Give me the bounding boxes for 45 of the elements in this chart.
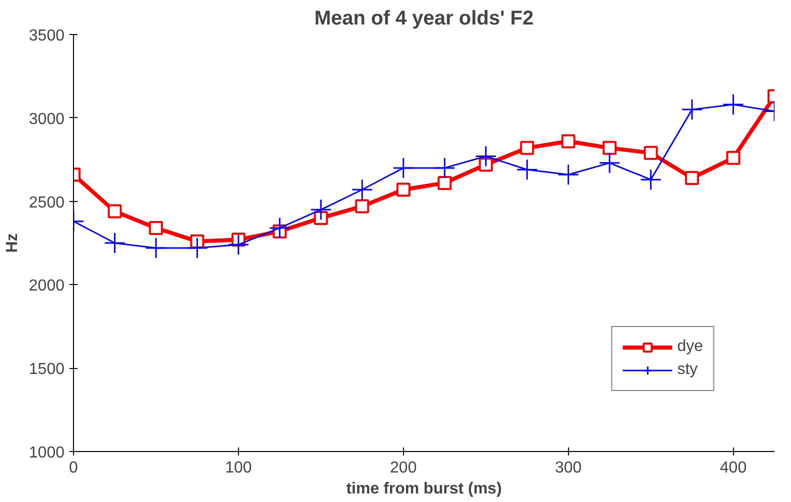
point xyxy=(148,220,163,235)
y-tick-label: 1500 xyxy=(28,361,65,378)
point xyxy=(478,158,493,172)
x-tick-label: 200 xyxy=(390,460,417,476)
point xyxy=(392,157,414,179)
point xyxy=(685,170,700,185)
point xyxy=(640,168,662,190)
y-tick-label: 1000 xyxy=(28,444,65,462)
legend-label: dye xyxy=(677,338,703,356)
y-tick-label: 3500 xyxy=(28,28,65,44)
point xyxy=(644,146,658,160)
point xyxy=(561,134,576,148)
point xyxy=(228,234,250,256)
y-axis-title: Hz xyxy=(4,233,21,253)
point xyxy=(681,98,703,120)
point xyxy=(145,237,167,259)
point xyxy=(475,146,497,168)
point xyxy=(355,199,370,214)
point xyxy=(108,204,122,218)
point xyxy=(396,182,410,197)
x-tick-label: 300 xyxy=(554,460,582,476)
point xyxy=(726,150,740,165)
point xyxy=(598,152,620,174)
y-tick-label: 2000 xyxy=(28,278,65,295)
point xyxy=(434,157,456,179)
x-tick-label: 400 xyxy=(720,460,747,476)
point xyxy=(520,140,534,155)
point xyxy=(314,210,328,225)
point xyxy=(558,164,580,186)
point xyxy=(722,94,744,116)
point xyxy=(310,198,332,220)
point xyxy=(602,140,617,155)
y-tick-label: 3000 xyxy=(28,110,65,128)
point xyxy=(104,232,126,254)
point xyxy=(516,158,538,180)
point xyxy=(268,217,290,239)
x-tick-label: 0 xyxy=(69,460,78,476)
y-tick-label: 2500 xyxy=(28,194,65,212)
chart-title: Mean of 4 year olds' F2 xyxy=(314,8,534,30)
point xyxy=(351,178,373,200)
x-tick-label: 100 xyxy=(225,460,252,476)
legend-label: sty xyxy=(677,361,698,379)
x-axis-title: time from burst (ms) xyxy=(346,480,502,498)
point xyxy=(186,237,208,259)
point xyxy=(438,176,452,190)
